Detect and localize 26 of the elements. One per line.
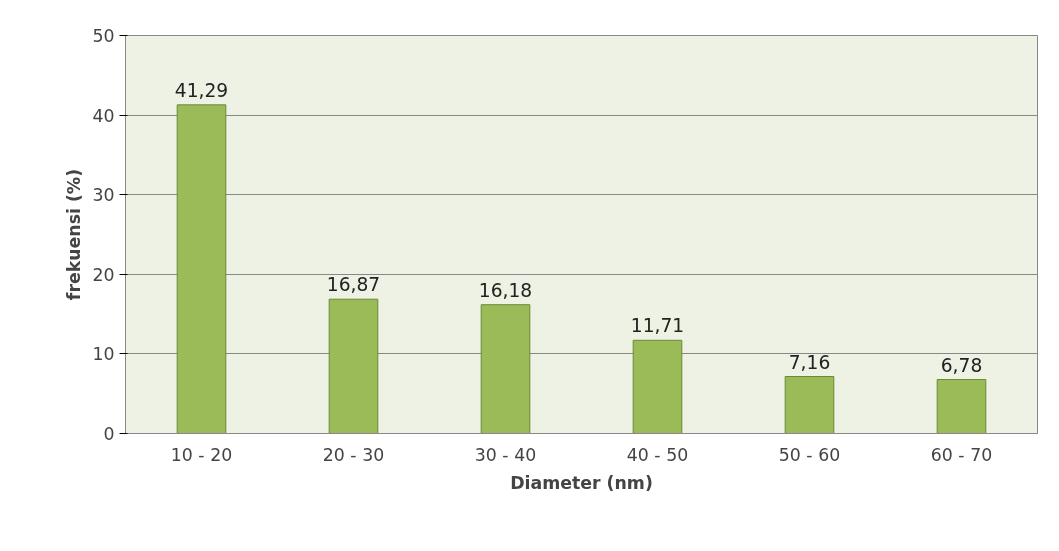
x-axis-title: Diameter (nm): [510, 472, 653, 493]
x-tick-label: 60 - 70: [930, 444, 993, 465]
bar: [632, 339, 683, 434]
bar: [936, 379, 987, 434]
y-tick-label: 20: [92, 264, 115, 285]
data-label: 7,16: [788, 351, 831, 373]
bar: [480, 304, 531, 434]
x-tick-label: 40 - 50: [626, 444, 689, 465]
y-tick-label: 50: [92, 26, 115, 46]
x-tick-label: 10 - 20: [170, 444, 233, 465]
x-tick-label: 30 - 40: [474, 444, 537, 465]
x-tick-label: 50 - 60: [778, 444, 841, 465]
bar: [176, 104, 227, 434]
y-tick-label: 10: [92, 344, 115, 365]
bar: [328, 298, 379, 434]
data-label: 11,71: [630, 315, 685, 337]
data-label: 41,29: [174, 79, 229, 101]
data-label: 16,87: [326, 274, 381, 296]
y-axis-title: frekuensi (%): [64, 168, 85, 301]
data-label: 6,78: [940, 354, 983, 376]
bar: [784, 376, 835, 434]
y-tick-label: 0: [103, 424, 115, 444]
y-tick-label: 40: [92, 105, 115, 126]
y-tick-label: 30: [92, 185, 115, 206]
x-tick-label: 20 - 30: [322, 444, 385, 465]
data-label: 16,18: [478, 279, 533, 301]
